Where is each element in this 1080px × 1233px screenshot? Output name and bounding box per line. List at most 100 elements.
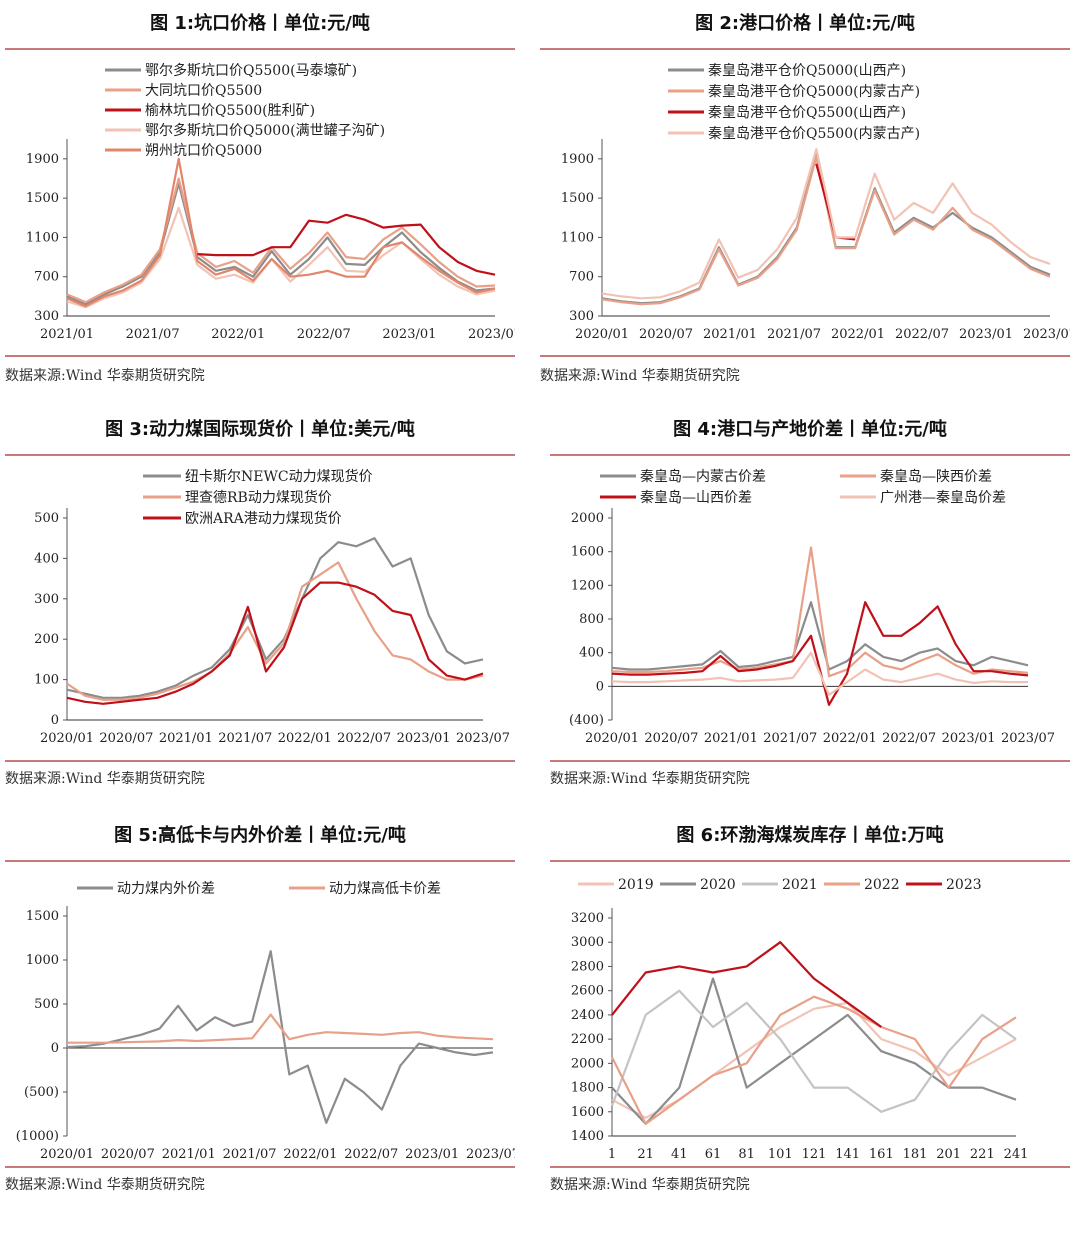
legend-label: 欧洲ARA港动力煤现货价 bbox=[185, 510, 342, 527]
chart-panel-2: 图 2:港口价格丨单位:元/吨 秦皇岛港平仓价Q5000(山西产) 秦皇岛港平仓价… bbox=[540, 8, 1070, 388]
chart-title: 图 1:坑口价格丨单位:元/吨 bbox=[150, 13, 370, 34]
chart-svg: 秦皇岛港平仓价Q5000(山西产) 秦皇岛港平仓价Q5000(内蒙古产) 秦皇岛港平… bbox=[561, 63, 1070, 342]
legend-label: 理查德RB动力煤现货价 bbox=[185, 489, 332, 506]
x-tick-label: 2021/01 bbox=[162, 1147, 216, 1162]
series-line bbox=[66, 206, 496, 309]
y-tick-label: 3000 bbox=[571, 935, 604, 950]
series-line bbox=[66, 182, 496, 306]
y-tick-label: (400) bbox=[569, 713, 604, 728]
y-tick-label: 0 bbox=[596, 679, 604, 694]
y-tick-label: 2600 bbox=[571, 984, 604, 999]
y-tick-label: 500 bbox=[34, 997, 59, 1012]
source-note: 数据来源:Wind 华泰期货研究院 bbox=[550, 771, 750, 787]
x-tick-label: 2022/01 bbox=[831, 327, 885, 342]
y-tick-label: 1000 bbox=[26, 953, 59, 968]
x-tick-label: 2023/01 bbox=[405, 1147, 459, 1162]
y-tick-label: 1900 bbox=[561, 152, 594, 167]
y-tick-label: 1200 bbox=[571, 578, 604, 593]
x-tick-label: 2022/01 bbox=[823, 731, 877, 746]
y-tick-label: 500 bbox=[34, 511, 59, 526]
chart-title: 图 3:动力煤国际现货价丨单位:美元/吨 bbox=[105, 419, 415, 440]
x-tick-label: 2021/07 bbox=[767, 327, 821, 342]
series-line bbox=[611, 601, 1029, 671]
y-tick-label: 1500 bbox=[26, 909, 59, 924]
chart-title: 图 4:港口与产地价差丨单位:元/吨 bbox=[673, 419, 947, 440]
x-tick-label: 2021/07 bbox=[763, 731, 817, 746]
x-tick-label: 121 bbox=[802, 1147, 827, 1162]
legend-label: 纽卡斯尔NEWC动力煤现货价 bbox=[185, 468, 373, 485]
x-tick-label: 2020/01 bbox=[575, 327, 629, 342]
x-tick-label: 201 bbox=[936, 1147, 961, 1162]
x-tick-label: 21 bbox=[637, 1147, 654, 1162]
y-tick-label: 2400 bbox=[571, 1008, 604, 1023]
source-note: 数据来源:Wind 华泰期货研究院 bbox=[550, 1177, 750, 1193]
series-line bbox=[66, 581, 484, 705]
chart-title: 图 6:环渤海煤炭库存丨单位:万吨 bbox=[676, 825, 944, 846]
x-tick-label: 2023/07 bbox=[466, 1147, 515, 1162]
x-tick-label: 2023/07 bbox=[468, 327, 515, 342]
source-divider bbox=[5, 760, 515, 762]
x-tick-label: 2022/01 bbox=[283, 1147, 337, 1162]
legend-label: 秦皇岛港平仓价Q5500(内蒙古产) bbox=[708, 126, 920, 142]
legend-label: 秦皇岛—陕西价差 bbox=[880, 469, 992, 485]
y-tick-label: 200 bbox=[34, 632, 59, 647]
x-tick-label: 221 bbox=[970, 1147, 995, 1162]
y-tick-label: 1100 bbox=[561, 230, 594, 245]
title-divider bbox=[550, 860, 1070, 862]
legend-label: 2022 bbox=[864, 877, 900, 893]
y-tick-label: 1500 bbox=[561, 191, 594, 206]
x-tick-label: 2023/01 bbox=[397, 731, 451, 746]
y-tick-label: 1900 bbox=[26, 152, 59, 167]
y-tick-label: 400 bbox=[579, 646, 604, 661]
x-tick-label: 2021/07 bbox=[223, 1147, 277, 1162]
x-tick-label: 2022/07 bbox=[297, 327, 351, 342]
chart-panel-1: 图 1:坑口价格丨单位:元/吨 鄂尔多斯坑口价Q5500(马泰壕矿) 大同坑口价Q… bbox=[5, 8, 515, 388]
x-tick-label: 41 bbox=[671, 1147, 688, 1162]
y-tick-label: 400 bbox=[34, 551, 59, 566]
series-line bbox=[601, 155, 1051, 306]
x-tick-label: 2021/01 bbox=[703, 327, 757, 342]
y-tick-label: 2000 bbox=[571, 1056, 604, 1071]
y-tick-label: (500) bbox=[24, 1085, 59, 1100]
title-divider bbox=[5, 454, 515, 456]
x-tick-label: 81 bbox=[738, 1147, 755, 1162]
x-tick-label: 2023/01 bbox=[382, 327, 436, 342]
x-tick-label: 2020/01 bbox=[585, 731, 639, 746]
x-tick-label: 2021/01 bbox=[40, 327, 94, 342]
legend-label: 大同坑口价Q5500 bbox=[145, 83, 262, 99]
series-line bbox=[601, 152, 1051, 305]
legend-label: 秦皇岛—山西价差 bbox=[640, 490, 752, 506]
x-tick-label: 2022/07 bbox=[337, 731, 391, 746]
legend-label: 秦皇岛港平仓价Q5000(内蒙古产) bbox=[708, 84, 920, 100]
chart-panel-4: 图 4:港口与产地价差丨单位:元/吨 秦皇岛—内蒙古价差 秦皇岛—陕西价差 秦皇岛—… bbox=[550, 414, 1070, 794]
source-divider bbox=[5, 1166, 515, 1168]
y-tick-label: 1600 bbox=[571, 545, 604, 560]
title-divider bbox=[540, 48, 1070, 50]
title-divider bbox=[5, 48, 515, 50]
series-line bbox=[610, 989, 1017, 1113]
y-tick-label: 0 bbox=[51, 713, 59, 728]
title-divider bbox=[5, 860, 515, 862]
x-tick-label: 61 bbox=[705, 1147, 722, 1162]
y-tick-label: 1600 bbox=[571, 1105, 604, 1120]
y-tick-label: 3200 bbox=[571, 911, 604, 926]
source-divider bbox=[550, 1166, 1070, 1168]
legend-label: 秦皇岛港平仓价Q5500(山西产) bbox=[708, 105, 906, 121]
legend-label: 2023 bbox=[946, 877, 982, 893]
legend-label: 榆林坑口价Q5500(胜利矿) bbox=[145, 103, 315, 119]
series-line bbox=[611, 1001, 1017, 1119]
series-line bbox=[611, 546, 1029, 678]
x-tick-label: 161 bbox=[869, 1147, 894, 1162]
legend-label: 动力煤高低卡价差 bbox=[329, 880, 441, 897]
source-divider bbox=[5, 355, 515, 357]
chart-svg: 动力煤内外价差 动力煤高低卡价差 (1000) (500) 0 500 1000 1500 20… bbox=[16, 880, 515, 1162]
x-tick-label: 2023/01 bbox=[959, 327, 1013, 342]
series-line bbox=[611, 601, 1029, 706]
source-note: 数据来源:Wind 华泰期货研究院 bbox=[540, 368, 740, 384]
x-tick-label: 2022/01 bbox=[211, 327, 265, 342]
y-tick-label: 1500 bbox=[26, 191, 59, 206]
series-line bbox=[66, 537, 484, 699]
x-tick-label: 2020/01 bbox=[40, 1147, 94, 1162]
series-line bbox=[611, 941, 882, 1028]
legend-label: 广州港—秦皇岛价差 bbox=[880, 490, 1006, 506]
